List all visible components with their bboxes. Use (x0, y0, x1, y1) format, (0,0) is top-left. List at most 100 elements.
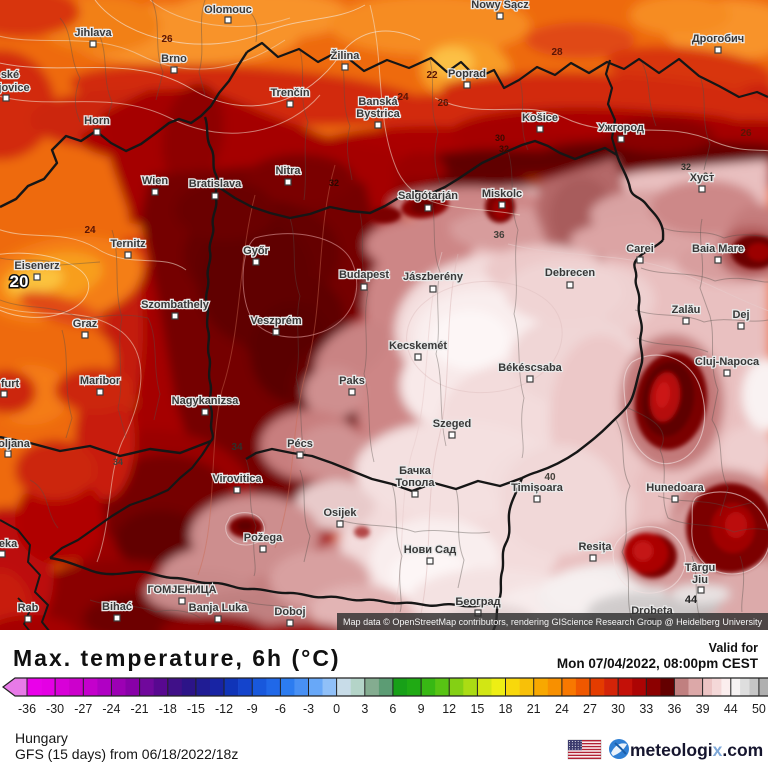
svg-text:Hunedoara: Hunedoara (646, 482, 704, 494)
svg-text:-3: -3 (303, 702, 314, 716)
svg-text:32: 32 (499, 144, 509, 154)
svg-text:Wien: Wien (142, 175, 168, 187)
svg-text:30: 30 (495, 133, 505, 143)
svg-text:34: 34 (231, 442, 243, 453)
svg-text:-30: -30 (46, 702, 64, 716)
svg-text:Budapest: Budapest (339, 269, 389, 281)
svg-text:Дрогобич: Дрогобич (692, 33, 744, 45)
svg-text:30: 30 (611, 702, 625, 716)
svg-text:36: 36 (667, 702, 681, 716)
svg-text:Jászberény: Jászberény (403, 271, 464, 283)
svg-text:Požega: Požega (244, 532, 283, 544)
svg-text:40: 40 (544, 472, 556, 483)
svg-text:jovice: jovice (0, 82, 30, 94)
svg-text:Rab: Rab (18, 602, 39, 614)
svg-text:6: 6 (389, 702, 396, 716)
svg-text:Нови Сад: Нови Сад (404, 544, 456, 556)
svg-text:Nowy Sącz: Nowy Sącz (471, 0, 529, 11)
svg-text:Dej: Dej (732, 309, 749, 321)
svg-text:-27: -27 (74, 702, 92, 716)
svg-text:-6: -6 (275, 702, 286, 716)
svg-text:Paks: Paks (339, 375, 365, 387)
svg-text:39: 39 (696, 702, 710, 716)
svg-text:36: 36 (493, 230, 505, 241)
svg-text:Pécs: Pécs (287, 438, 313, 450)
svg-text:Timișoara: Timișoara (511, 482, 564, 494)
svg-text:22: 22 (426, 70, 438, 81)
svg-text:Jiu: Jiu (692, 574, 708, 586)
svg-text:Salgótarján: Salgótarján (398, 190, 458, 202)
svg-text:Banja Luka: Banja Luka (189, 602, 249, 614)
svg-text:Banská: Banská (358, 96, 398, 108)
svg-text:furt: furt (1, 378, 20, 390)
svg-text:Osijek: Osijek (323, 507, 357, 519)
svg-text:Brno: Brno (161, 53, 187, 65)
svg-text:Map data © OpenStreetMap contr: Map data © OpenStreetMap contributors, r… (343, 617, 762, 627)
svg-text:Хуст: Хуст (690, 172, 715, 184)
svg-text:-36: -36 (18, 702, 36, 716)
svg-text:26: 26 (740, 128, 752, 139)
svg-text:Târgu: Târgu (685, 562, 716, 574)
svg-text:24: 24 (397, 92, 409, 103)
svg-text:3: 3 (361, 702, 368, 716)
svg-text:0: 0 (333, 702, 340, 716)
svg-text:-18: -18 (159, 702, 177, 716)
svg-text:Olomouc: Olomouc (204, 4, 252, 16)
svg-text:Београд: Београд (455, 596, 500, 608)
svg-text:Resița: Resița (578, 541, 612, 553)
svg-text:Cluj-Napoca: Cluj-Napoca (695, 356, 760, 368)
svg-text:Szombathely: Szombathely (141, 299, 210, 311)
svg-text:28: 28 (551, 47, 563, 58)
svg-text:Nagykanizsa: Nagykanizsa (172, 395, 240, 407)
svg-text:-12: -12 (215, 702, 233, 716)
svg-text:ГОМЈЕНИЦА: ГОМЈЕНИЦА (147, 584, 216, 596)
svg-text:-15: -15 (187, 702, 205, 716)
svg-text:Eisenerz: Eisenerz (14, 260, 60, 272)
svg-text:-21: -21 (131, 702, 149, 716)
svg-text:Horn: Horn (84, 115, 110, 127)
svg-text:Bihać: Bihać (102, 601, 132, 613)
svg-text:Baia Mare: Baia Mare (692, 243, 744, 255)
svg-text:Košice: Košice (522, 112, 558, 124)
svg-text:24: 24 (555, 702, 569, 716)
svg-text:eka: eka (0, 538, 18, 550)
svg-text:-24: -24 (102, 702, 120, 716)
svg-text:Ужгород: Ужгород (598, 122, 644, 134)
svg-text:Miskolc: Miskolc (482, 188, 522, 200)
svg-text:Jihlava: Jihlava (74, 27, 112, 39)
svg-text:32: 32 (329, 178, 339, 188)
svg-text:Veszprém: Veszprém (250, 315, 302, 327)
svg-text:Bystrica: Bystrica (356, 108, 400, 120)
svg-text:18: 18 (499, 702, 513, 716)
svg-text:44: 44 (724, 702, 738, 716)
svg-text:15: 15 (470, 702, 484, 716)
svg-text:20: 20 (10, 272, 29, 291)
svg-text:ské: ské (1, 69, 19, 81)
svg-text:Bratislava: Bratislava (189, 178, 242, 190)
svg-text:Ternitz: Ternitz (110, 238, 146, 250)
svg-text:50: 50 (752, 702, 766, 716)
svg-text:26: 26 (161, 34, 173, 45)
svg-text:Zalău: Zalău (672, 304, 701, 316)
svg-text:Virovitica: Virovitica (212, 473, 262, 485)
svg-text:12: 12 (442, 702, 456, 716)
svg-text:32: 32 (681, 162, 691, 172)
svg-text:24: 24 (84, 225, 96, 236)
svg-text:Békéscsaba: Békéscsaba (498, 362, 562, 374)
svg-text:Doboj: Doboj (274, 606, 305, 618)
svg-text:Топола: Топола (396, 477, 436, 489)
svg-text:27: 27 (583, 702, 597, 716)
svg-text:oljana: oljana (0, 438, 31, 450)
svg-text:Graz: Graz (73, 318, 98, 330)
svg-text:Debrecen: Debrecen (545, 267, 595, 279)
svg-text:33: 33 (639, 702, 653, 716)
svg-text:meteologix.com: meteologix.com (630, 740, 763, 760)
svg-text:Maribor: Maribor (80, 375, 121, 387)
svg-text:Szeged: Szeged (433, 418, 472, 430)
svg-text:34: 34 (113, 457, 123, 467)
svg-text:21: 21 (527, 702, 541, 716)
svg-text:Poprad: Poprad (448, 68, 486, 80)
svg-text:9: 9 (418, 702, 425, 716)
svg-text:Nitra: Nitra (275, 165, 301, 177)
svg-text:Бачка: Бачка (399, 465, 432, 477)
